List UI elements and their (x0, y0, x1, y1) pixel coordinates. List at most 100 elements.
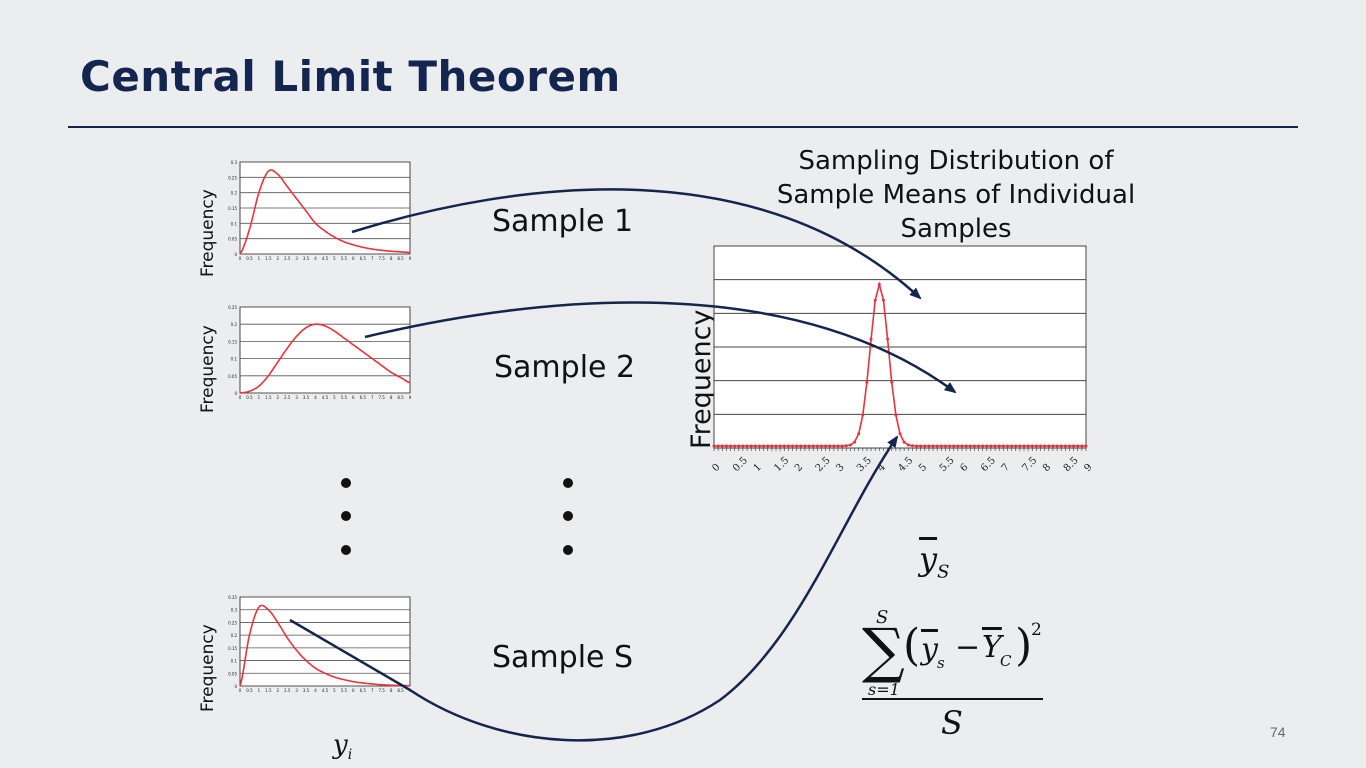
distribution-point (720, 444, 724, 448)
x-tick-label: 8.5 (397, 395, 404, 400)
distribution-point (1043, 444, 1047, 448)
x-tick-label: 5 (917, 462, 929, 474)
page-number: 74 (1270, 724, 1286, 740)
x-tick-label: 8 (390, 688, 393, 693)
distribution-point (745, 444, 749, 448)
x-tick-label: 1.5 (265, 395, 272, 400)
x-tick-label: 5.5 (341, 688, 348, 693)
distribution-point (993, 444, 997, 448)
x-tick-label: 6 (352, 256, 355, 261)
y-tick-label: 0.25 (228, 620, 237, 625)
distribution-point (906, 443, 910, 447)
distribution-point (857, 432, 861, 436)
x-tick-label: 0.5 (246, 395, 253, 400)
distribution-point (968, 444, 972, 448)
sample-1-label: Sample 1 (492, 204, 634, 239)
distribution-point (1034, 444, 1038, 448)
x-tick-label: 5 (333, 688, 336, 693)
distribution-point (791, 444, 795, 448)
x-tick-label: 6 (958, 462, 970, 474)
x-tick-label: 8 (1041, 462, 1053, 474)
distribution-point (824, 444, 828, 448)
distribution-point (869, 337, 873, 341)
x-tick-label: 7 (1000, 462, 1012, 474)
sample-xlabel-symbol: y (333, 730, 348, 760)
x-tick-label: 0.5 (731, 455, 750, 474)
x-tick-label: 6 (352, 688, 355, 693)
distribution-point (927, 444, 931, 448)
distribution-point (733, 444, 737, 448)
distribution-point (770, 444, 774, 448)
distribution-point (873, 298, 877, 302)
x-tick-label: 2.5 (284, 395, 291, 400)
distribution-title: Sampling Distribution of Sample Means of… (776, 146, 1136, 244)
distribution-point (1018, 444, 1022, 448)
distribution-point (737, 444, 741, 448)
distribution-point (741, 444, 745, 448)
x-tick-label: 4.5 (322, 256, 329, 261)
x-tick-label: 1 (752, 462, 764, 474)
x-tick-label: 6.5 (360, 688, 367, 693)
distribution-point (1055, 444, 1059, 448)
x-tick-label: 7 (371, 688, 374, 693)
ellipsis-dot (341, 511, 351, 521)
distribution-point (1059, 444, 1063, 448)
x-tick-label: 6.5 (979, 455, 998, 474)
ellipsis-dot (563, 511, 573, 521)
ellipsis-dot (341, 545, 351, 555)
distribution-point (964, 444, 968, 448)
x-tick-label: 3.5 (303, 688, 310, 693)
distribution-point (931, 444, 935, 448)
x-tick-label: 8.5 (397, 256, 404, 261)
distribution-point (1051, 444, 1055, 448)
xlabel-symbol: y (919, 540, 938, 578)
x-tick-label: 9 (409, 395, 412, 400)
sum-upper: S (876, 607, 889, 628)
y-tick-label: 0.2 (231, 191, 238, 196)
distribution-point (1084, 444, 1088, 448)
x-tick-label: 5.5 (341, 256, 348, 261)
xlabel-subscript: S (937, 561, 950, 583)
distribution-point (985, 444, 989, 448)
distribution-point (1080, 444, 1084, 448)
distribution-point (786, 444, 790, 448)
ellipsis-dot (341, 478, 351, 488)
x-tick-label: 6.5 (360, 395, 367, 400)
distribution-point (1063, 444, 1067, 448)
distribution-point (716, 444, 720, 448)
x-tick-label: 0.5 (246, 688, 253, 693)
x-tick-label: 5.5 (341, 395, 348, 400)
distribution-point (894, 413, 898, 417)
x-tick-label: 7 (371, 256, 374, 261)
x-tick-label: 4 (314, 256, 317, 261)
fraction-bar (862, 698, 1043, 700)
chart-frame (239, 306, 411, 394)
y-tick-label: 0.2 (231, 322, 238, 327)
x-tick-label: 3 (295, 256, 298, 261)
distribution-point (803, 444, 807, 448)
x-tick-label: 7.5 (378, 256, 385, 261)
distribution-point (1022, 444, 1026, 448)
distribution-point (1010, 444, 1014, 448)
x-tick-label: 5 (333, 395, 336, 400)
x-tick-label: 2 (277, 688, 280, 693)
sample-xlabel: yi (333, 730, 352, 763)
x-tick-label: 0 (239, 256, 242, 261)
y-tick-label: 0.15 (228, 339, 237, 344)
slide-title: Central Limit Theorem (80, 52, 621, 101)
distribution-point (815, 444, 819, 448)
distribution-point (977, 444, 981, 448)
x-tick-label: 7.5 (378, 688, 385, 693)
x-tick-label: 2 (277, 256, 280, 261)
distribution-point (795, 444, 799, 448)
y-tick-label: 0.1 (231, 357, 238, 362)
term-Y: Y (982, 630, 1002, 665)
y-tick-label: 0.1 (231, 221, 238, 226)
distribution-point (778, 444, 782, 448)
x-tick-label: 3.5 (855, 455, 874, 474)
ellipsis-dot (563, 478, 573, 488)
distribution-point (898, 432, 902, 436)
distribution-point (989, 444, 993, 448)
x-tick-label: 2.5 (284, 256, 291, 261)
